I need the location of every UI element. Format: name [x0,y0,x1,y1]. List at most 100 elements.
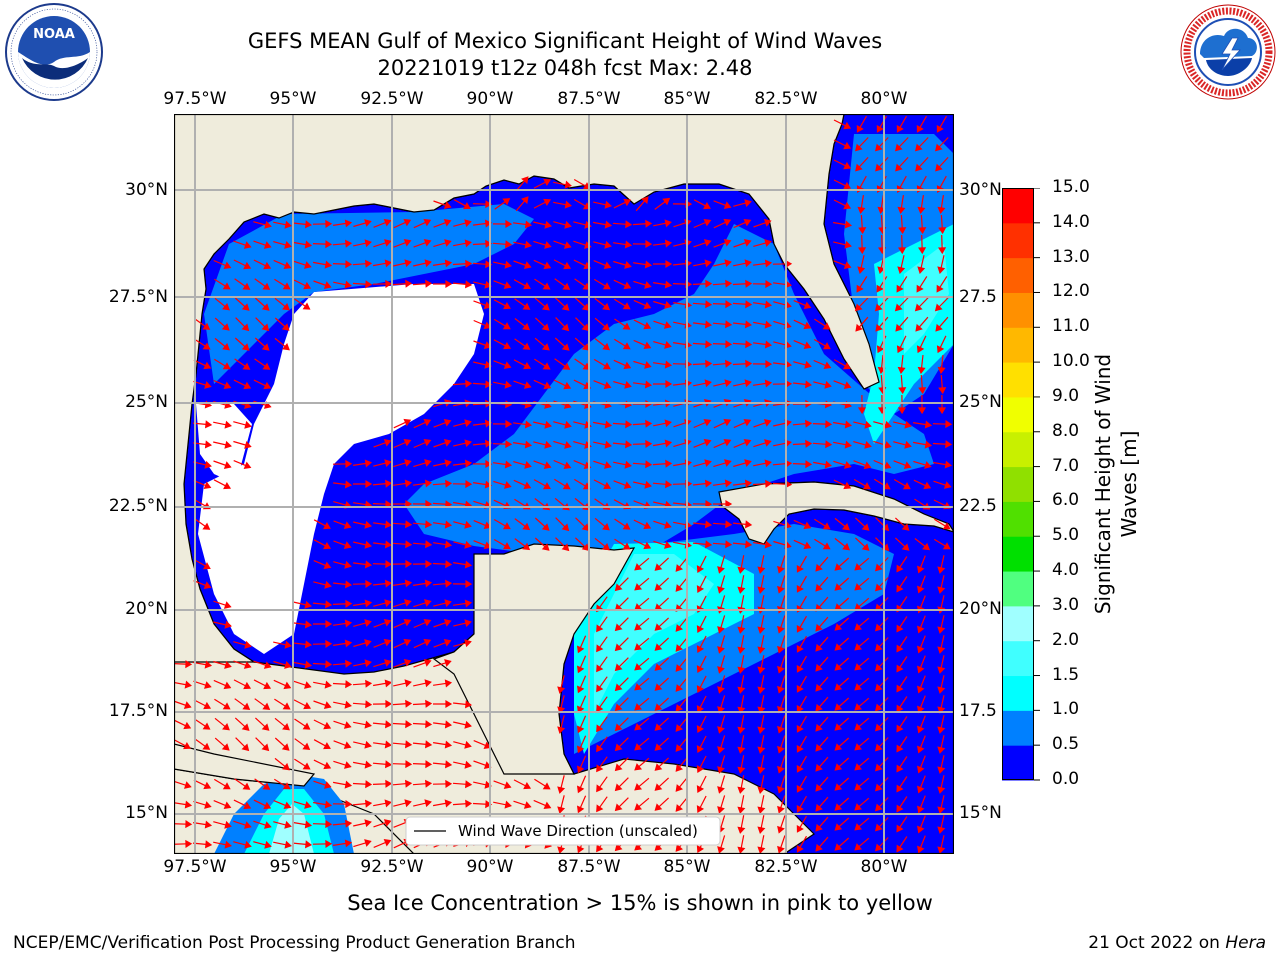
colorbar-tick-label: 5.0 [1052,525,1080,546]
wave-direction-arrow [653,280,673,289]
wave-direction-arrow [333,280,352,289]
wave-direction-arrow [472,239,493,248]
wave-direction-arrow [732,300,753,309]
wave-direction-arrow [937,555,946,574]
colorbar-tick-label: 8.0 [1052,420,1080,441]
wave-direction-arrow [214,737,230,751]
wave-direction-arrow [717,655,726,674]
wave-direction-arrow [833,460,852,469]
wave-direction-arrow [274,737,290,751]
wave-direction-arrow [896,276,908,293]
wave-direction-arrow [713,259,732,268]
wave-direction-arrow [593,260,612,270]
wave-direction-arrow [874,297,889,312]
wave-direction-arrow [654,717,670,731]
wave-direction-arrow [815,796,829,812]
lat-tick-right: 15°N [959,803,1002,823]
wave-direction-arrow [833,359,851,370]
wave-direction-arrow [453,700,473,709]
wave-direction-arrow [913,420,933,429]
wave-direction-arrow [693,239,712,248]
wave-direction-arrow [675,676,689,692]
wave-direction-arrow [737,835,746,854]
wave-direction-arrow [874,777,889,792]
wave-direction-arrow [373,819,392,828]
wave-direction-arrow [273,241,292,249]
wave-direction-arrow [393,438,412,449]
wave-direction-arrow [874,637,889,652]
wave-direction-arrow [934,137,949,152]
wave-direction-arrow [493,460,513,469]
wave-direction-arrow [453,520,472,529]
colorbar-tick-label: 12.0 [1052,281,1090,302]
wave-direction-arrow [333,219,353,228]
wave-direction-arrow [613,480,632,489]
wave-direction-arrow [533,220,552,229]
wave-direction-arrow [896,335,907,354]
footer-date: 21 Oct 2022 on Hera [1088,933,1266,953]
wave-direction-arrow [413,679,432,688]
wave-direction-arrow [392,760,413,769]
wave-direction-arrow [413,459,432,468]
wave-direction-arrow [472,800,493,809]
wave-direction-arrow [234,717,250,731]
wave-direction-arrow [834,677,850,691]
wave-direction-arrow [633,319,652,330]
wave-direction-arrow [654,777,670,791]
wave-direction-arrow [917,635,926,654]
wave-direction-arrow [412,520,433,529]
wave-direction-arrow [634,637,650,651]
wave-direction-arrow [332,680,353,689]
wave-direction-arrow [213,660,232,669]
wave-direction-arrow [938,234,947,255]
wave-direction-arrow [274,757,290,771]
wave-direction-arrow [412,279,433,288]
wave-direction-arrow [717,695,726,714]
wave-direction-arrow [254,698,271,710]
wave-direction-arrow [373,740,393,749]
wave-direction-arrow [193,359,212,370]
wave-direction-arrow [654,757,670,771]
wave-direction-arrow [693,418,712,429]
wave-direction-arrow [833,199,852,210]
wave-direction-arrow [193,460,212,469]
wave-direction-arrow [234,778,251,790]
wave-direction-arrow [675,796,689,812]
lon-tick-bottom: 85°W [663,857,711,877]
wave-direction-arrow [796,675,808,693]
wave-direction-arrow [896,636,908,653]
wave-direction-arrow [936,115,948,133]
wave-direction-arrow [796,635,808,653]
wave-direction-arrow [874,817,889,832]
wave-direction-arrow [874,837,889,852]
wave-direction-arrow [373,439,392,448]
wave-direction-arrow [332,239,353,248]
wave-direction-arrow [753,300,773,309]
wave-direction-arrow [553,220,572,229]
wave-direction-arrow [515,176,529,192]
wave-direction-arrow [514,538,531,551]
wave-direction-arrow [392,779,413,788]
wave-direction-arrow [634,797,650,811]
wave-direction-arrow [894,517,910,531]
wave-direction-arrow [413,799,432,808]
wave-direction-arrow [292,240,313,249]
wave-direction-arrow [393,599,412,608]
wave-direction-arrow [777,835,786,854]
wave-direction-arrow [753,439,772,448]
wave-direction-arrow [555,317,570,332]
wave-direction-arrow [557,715,566,734]
wave-direction-arrow [593,380,612,390]
wave-direction-arrow [557,795,566,814]
wave-direction-arrow [895,316,909,332]
wave-direction-arrow [513,800,532,809]
wave-direction-arrow [834,777,850,791]
wave-direction-arrow [513,479,532,490]
wave-direction-arrow [935,316,949,332]
wave-direction-arrow [813,338,831,350]
wave-direction-arrow [533,379,552,390]
wave-direction-arrow [453,639,472,648]
wave-direction-arrow [896,816,908,833]
wave-direction-arrow [433,239,452,248]
wave-direction-arrow [233,440,252,449]
